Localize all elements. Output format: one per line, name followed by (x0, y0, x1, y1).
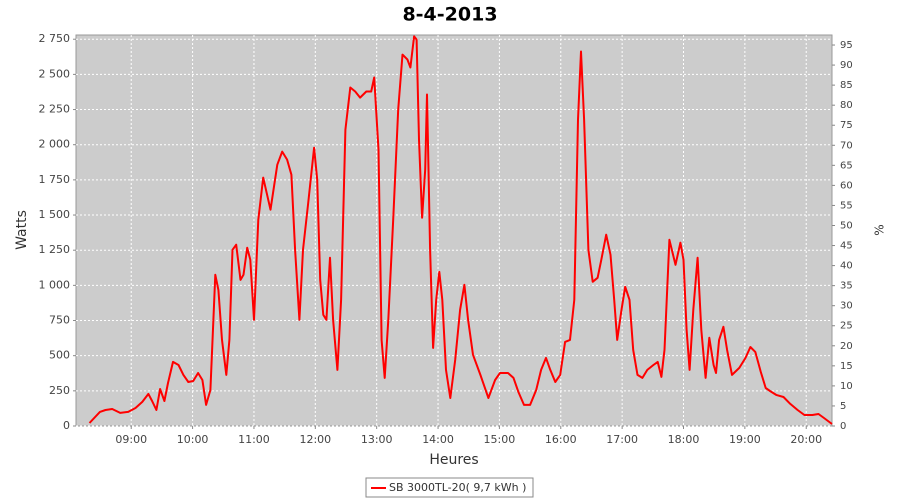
y2-tick-label: 70 (840, 140, 853, 151)
y2-tick-label: 90 (840, 60, 853, 71)
legend (365, 477, 534, 498)
y2-tick-label: 5 (840, 401, 846, 412)
x-tick-label: 11:00 (238, 433, 270, 446)
chart-title: 8-4-2013 (402, 4, 497, 26)
data-line (88, 35, 833, 425)
y2-tick-label: 65 (840, 160, 853, 171)
y2-tick-label: 45 (840, 241, 853, 252)
y2-axis-label: % (873, 224, 887, 235)
y2-tick-label: 95 (840, 40, 853, 51)
x-tick-label: 13:00 (361, 433, 393, 446)
y-axis-label: Watts (14, 210, 30, 250)
y-tick-label: 750 (49, 314, 70, 327)
y-tick-label: 1 500 (39, 208, 71, 221)
y2-tick-label: 60 (840, 180, 853, 191)
legend-label: SB 3000TL-20( 9,7 kWh ) (389, 481, 526, 494)
y-tick-label: 0 (63, 419, 70, 432)
x-tick-label: 20:00 (790, 433, 822, 446)
y2-tick-label: 15 (840, 361, 853, 372)
y-tick-label: 500 (49, 349, 70, 362)
y-tick-label: 1 750 (39, 173, 71, 186)
y2-tick-label: 85 (840, 80, 853, 91)
x-tick-label: 19:00 (729, 433, 761, 446)
y2-tick-label: 55 (840, 200, 853, 211)
y-tick-label: 2 250 (39, 103, 71, 116)
x-axis-label: Heures (429, 452, 478, 468)
y2-tick-label: 35 (840, 281, 853, 292)
y-tick-label: 2 000 (39, 138, 71, 151)
plot-area (75, 34, 833, 427)
y2-tick-label: 50 (840, 220, 853, 231)
x-tick-label: 10:00 (177, 433, 209, 446)
y2-tick-label: 75 (840, 120, 853, 131)
x-tick-label: 18:00 (668, 433, 700, 446)
y2-tick-label: 0 (840, 421, 846, 432)
y-tick-label: 1 250 (39, 243, 71, 256)
y2-tick-label: 20 (840, 341, 853, 352)
x-tick-label: 15:00 (484, 433, 516, 446)
y-tick-label: 2 750 (39, 32, 71, 45)
x-tick-label: 14:00 (422, 433, 454, 446)
x-tick-label: 09:00 (115, 433, 147, 446)
y-tick-label: 250 (49, 384, 70, 397)
y2-tick-label: 40 (840, 261, 853, 272)
y2-tick-label: 25 (840, 321, 853, 332)
y2-tick-label: 30 (840, 301, 853, 312)
y2-tick-label: 10 (840, 381, 853, 392)
y-tick-label: 2 500 (39, 67, 71, 80)
x-tick-label: 16:00 (545, 433, 577, 446)
x-tick-label: 17:00 (606, 433, 638, 446)
x-tick-label: 12:00 (299, 433, 331, 446)
y2-tick-label: 80 (840, 100, 853, 111)
y-tick-label: 1 000 (39, 278, 71, 291)
